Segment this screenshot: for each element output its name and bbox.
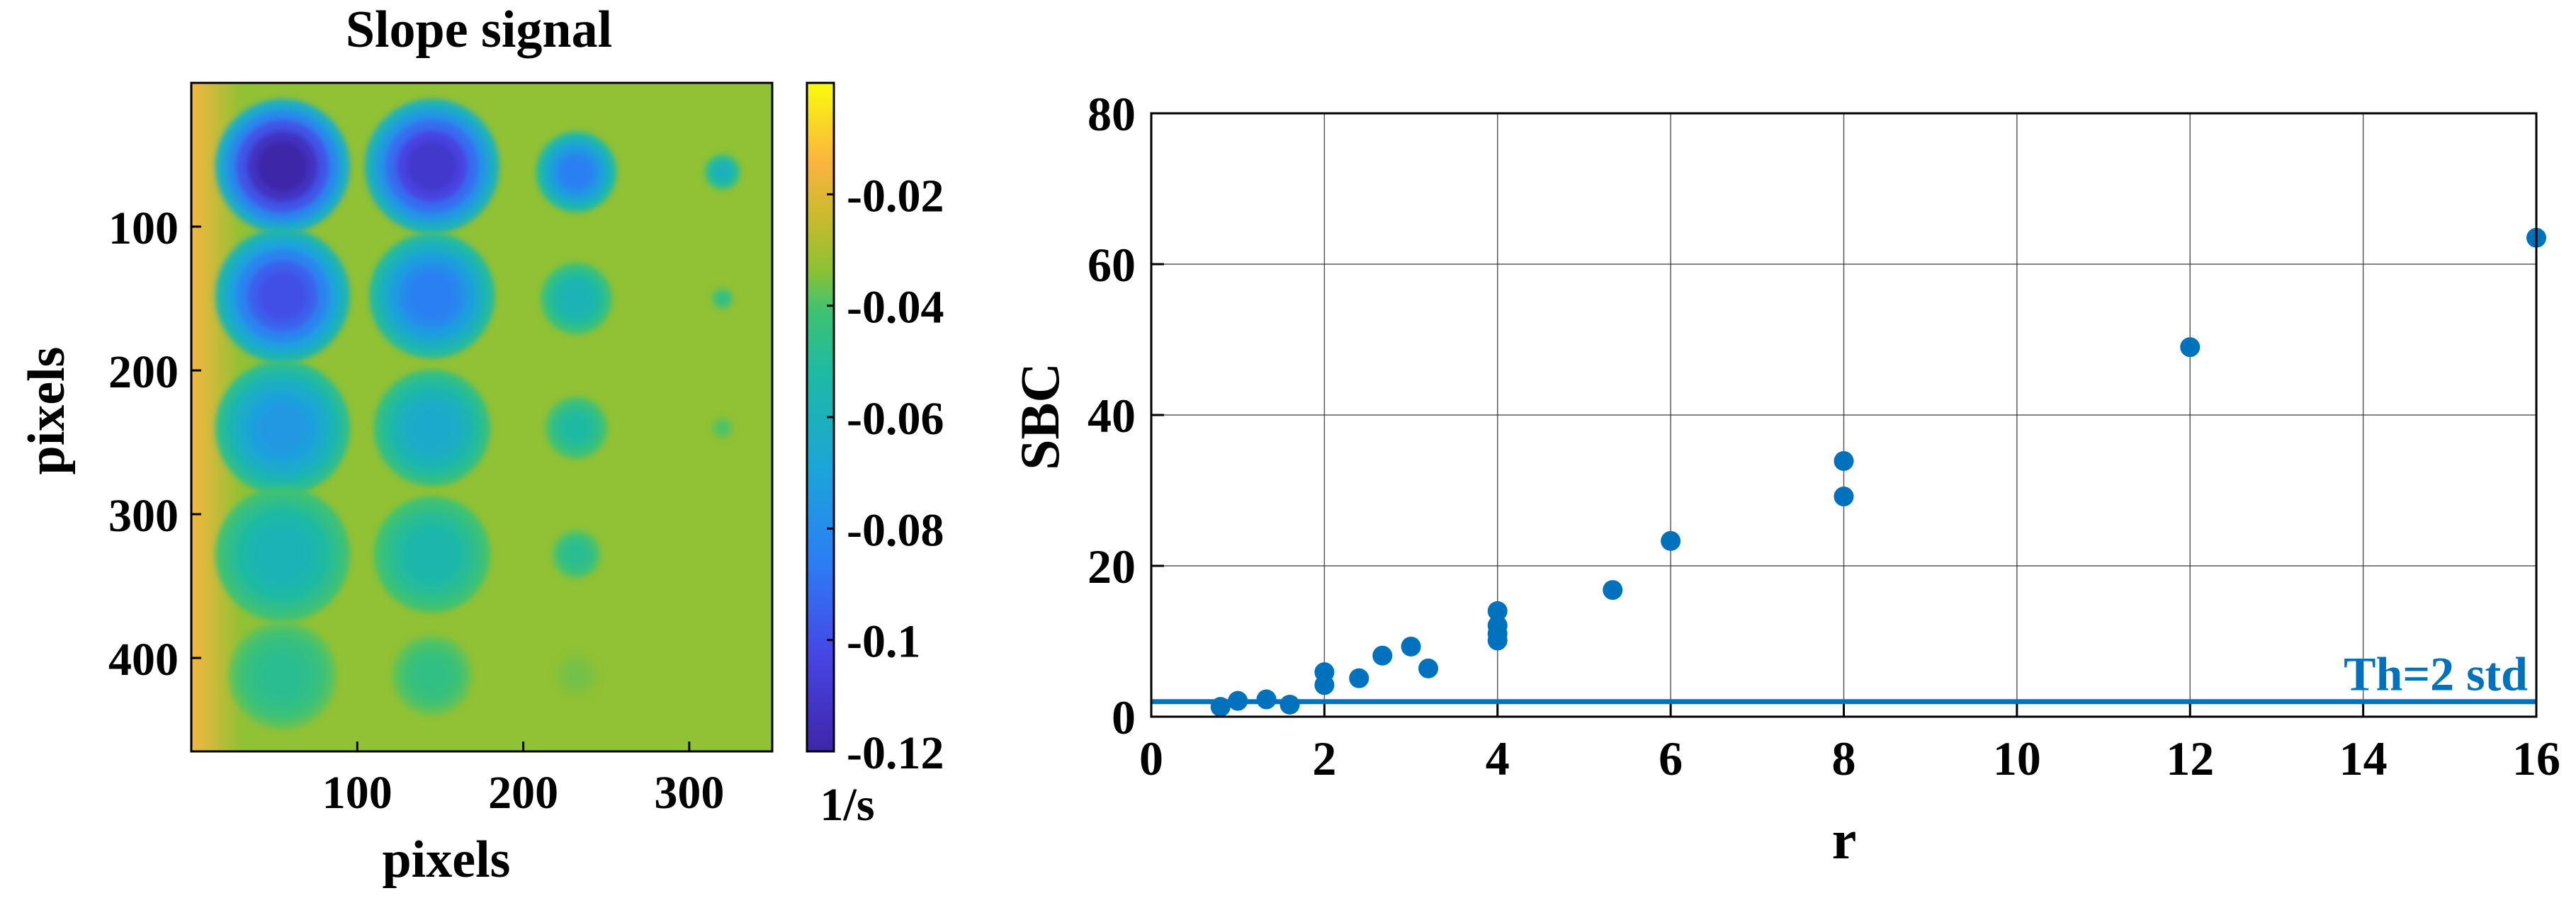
heatmap-y-ticks: 100 200 300 400: [108, 203, 201, 686]
scatter-point: [1487, 601, 1508, 621]
heatmap-spot: [215, 228, 350, 363]
sbc-scatter-plot: Th=2 std 0 2 4 6 8 10 12 14 16 0 20 40 60 80 r SBC: [1009, 87, 2560, 870]
scatter-y-ticks: 0 20 40 60 80: [1088, 87, 1164, 744]
scatter-point: [1210, 697, 1231, 717]
scatter-y-tick-label: 20: [1088, 540, 1136, 593]
colorbar-tick-label: -0.04: [847, 282, 944, 334]
heatmap-y-axis-label: pixels: [18, 347, 76, 475]
colorbar-tick-label: -0.08: [847, 504, 944, 556]
scatter-point: [1401, 636, 1421, 657]
scatter-x-tick-label: 0: [1139, 732, 1163, 785]
scatter-x-tick-label: 12: [2166, 732, 2214, 785]
scatter-point: [2180, 337, 2201, 358]
scatter-y-tick-label: 0: [1112, 690, 1136, 744]
scatter-point: [1228, 690, 1248, 711]
heatmap-image: [191, 83, 772, 751]
heatmap-y-tick-label: 400: [108, 634, 179, 686]
heatmap-frame: [190, 81, 774, 753]
heatmap-spot: [536, 131, 617, 212]
scatter-point: [1372, 645, 1393, 666]
scatter-x-tick-label: 4: [1486, 732, 1510, 785]
scatter-point: [1834, 487, 1854, 507]
scatter-point: [1487, 615, 1508, 636]
heatmap-spot: [215, 360, 350, 496]
colorbar: -0.02 -0.04 -0.06 -0.08 -0.1 -0.12 1/s: [806, 81, 944, 831]
heatmap-y-tick-label: 100: [108, 203, 179, 254]
heatmap-spot: [228, 621, 337, 729]
heatmap-spot: [540, 262, 613, 335]
scatter-x-tick-label: 6: [1659, 732, 1683, 785]
heatmap-spot: [551, 530, 601, 579]
scatter-x-tick-label: 16: [2512, 732, 2560, 785]
colorbar-unit-label: 1/s: [820, 779, 874, 831]
heatmap-spot: [391, 635, 473, 716]
scatter-point: [1418, 658, 1438, 678]
scatter-x-tick-label: 8: [1832, 732, 1856, 785]
heatmap-x-ticks: 100 200 300: [322, 741, 724, 819]
scatter-y-tick-label: 60: [1088, 238, 1136, 292]
heatmap-x-axis-label: pixels: [383, 831, 511, 889]
heatmap-title: Slope signal: [346, 1, 612, 59]
scatter-points: [1210, 227, 2546, 717]
scatter-x-tick-label: 14: [2339, 732, 2388, 785]
colorbar-ticks: -0.02 -0.04 -0.06 -0.08 -0.1 -0.12: [827, 170, 944, 779]
scatter-point: [1279, 694, 1300, 715]
colorbar-tick-label: -0.06: [847, 393, 944, 445]
scatter-point: [1834, 450, 1854, 471]
heatmap-x-tick-label: 300: [654, 767, 724, 819]
scatter-y-tick-label: 40: [1088, 389, 1136, 443]
heatmap-spot: [711, 287, 734, 310]
colorbar-tick-label: -0.02: [847, 170, 944, 222]
scatter-y-tick-label: 80: [1088, 87, 1136, 141]
scatter-x-tick-label: 10: [1993, 732, 2041, 785]
scatter-point: [1349, 668, 1369, 688]
heatmap-spot: [364, 98, 499, 234]
heatmap-y-tick-label: 300: [108, 490, 179, 542]
heatmap-spot: [373, 496, 490, 613]
scatter-x-axis-label: r: [1832, 809, 1857, 870]
scatter-x-tick-label: 2: [1312, 732, 1336, 785]
heatmap-spot: [553, 652, 599, 698]
colorbar-tick-label: -0.1: [847, 616, 920, 668]
scatter-x-ticks: 0 2 4 6 8 10 12 14 16: [1139, 704, 2560, 785]
heatmap-spot: [704, 154, 741, 191]
heatmap-spot: [215, 487, 350, 622]
heatmap-spot: [373, 369, 490, 487]
heatmap-x-tick-label: 200: [488, 767, 558, 819]
heatmap-spot: [545, 396, 608, 460]
scatter-point: [1661, 530, 1681, 551]
scatter-point: [1256, 689, 1277, 710]
heatmap-spot: [215, 98, 350, 234]
heatmap-y-tick-label: 200: [108, 346, 179, 398]
scatter-point: [1603, 580, 1623, 601]
slope-signal-heatmap: Slope signal 100 200 300 400 100 200 300 pixe…: [18, 1, 944, 889]
scatter-point: [1314, 662, 1335, 683]
scatter-y-axis-label: SBC: [1009, 363, 1070, 470]
colorbar-tick-label: -0.12: [847, 727, 944, 779]
heatmap-spot: [369, 232, 495, 359]
heatmap-spot: [711, 416, 734, 440]
heatmap-x-tick-label: 100: [322, 767, 392, 819]
threshold-label: Th=2 std: [2344, 647, 2528, 701]
